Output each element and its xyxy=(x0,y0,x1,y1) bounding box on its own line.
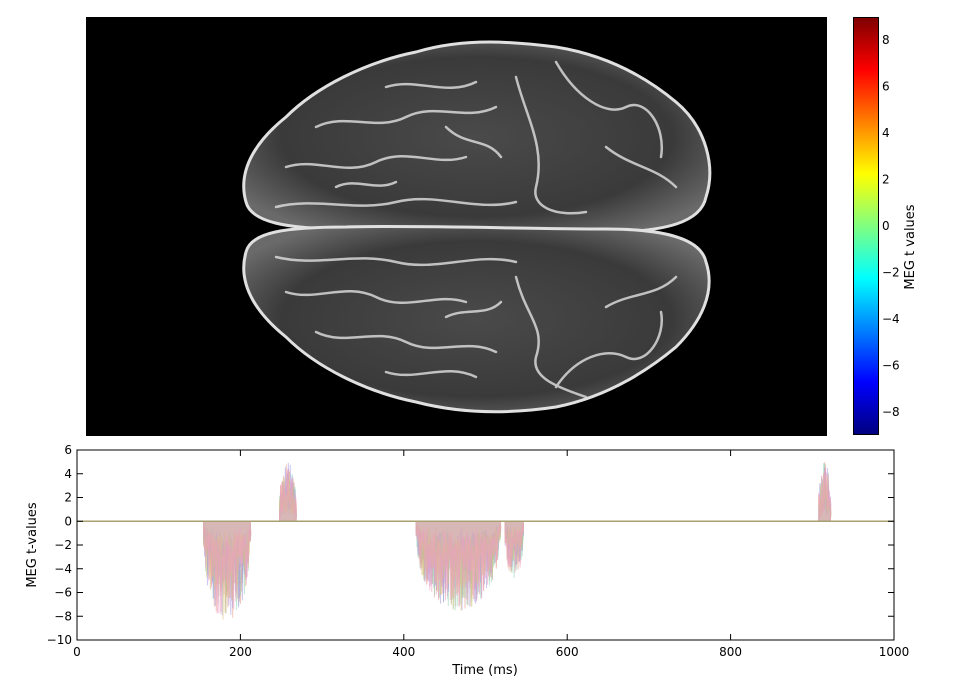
colorbar-label: MEG t values xyxy=(903,204,918,289)
y-axis-ticks: 6 4 2 0 −2 −4 −6 −8 −10 xyxy=(47,443,894,647)
colorbar-axis: 8 6 4 2 0 −2 −4 −6 −8 MEG t values xyxy=(882,33,918,419)
colorbar-tick-label: −4 xyxy=(882,312,900,326)
colorbar-tick-label: 6 xyxy=(882,80,890,94)
colorbar-ticks: 8 6 4 2 0 −2 −4 −6 −8 xyxy=(882,33,900,419)
y-tick-label: 0 xyxy=(64,514,72,528)
brain-surface-image xyxy=(242,40,712,414)
colorbar-tick-label: 0 xyxy=(882,219,890,233)
series-burst xyxy=(818,467,832,522)
series-burst xyxy=(504,521,525,573)
colorbar-tick-label: −8 xyxy=(882,405,900,419)
colorbar-tick-label: −2 xyxy=(882,265,900,279)
x-tick-label: 400 xyxy=(392,645,415,659)
colorbar-tick-label: −6 xyxy=(882,358,900,372)
x-tick-label: 0 xyxy=(73,645,81,659)
y-tick-label: −8 xyxy=(54,609,72,623)
brain-surface-panel xyxy=(86,17,827,436)
colorbar-tick-label: 4 xyxy=(882,126,890,140)
y-axis-label: MEG t-values xyxy=(25,502,40,588)
x-tick-label: 600 xyxy=(556,645,579,659)
series-burst xyxy=(415,521,502,607)
x-tick-label: 800 xyxy=(719,645,742,659)
brain-left-hemisphere xyxy=(242,40,712,234)
y-tick-label: −10 xyxy=(47,633,72,647)
x-tick-label: 200 xyxy=(229,645,252,659)
brain-right-hemisphere xyxy=(242,224,711,414)
y-tick-label: −4 xyxy=(54,562,72,576)
x-axis-ticks: 0 200 400 600 800 1000 xyxy=(73,450,909,659)
y-tick-label: 6 xyxy=(64,443,72,457)
x-axis-label: Time (ms) xyxy=(451,663,518,678)
series-burst xyxy=(279,469,297,522)
y-tick-label: −2 xyxy=(54,538,72,552)
colorbar xyxy=(853,17,879,435)
series-burst xyxy=(203,521,252,614)
y-tick-label: 4 xyxy=(64,467,72,481)
colorbar-tick-label: 2 xyxy=(882,173,890,187)
time-series-chart: 0 200 400 600 800 1000 6 4 2 0 −2 −4 −6 −8 −10 Time (… xyxy=(25,443,909,678)
y-tick-label: 2 xyxy=(64,491,72,505)
colorbar-tick-label: 8 xyxy=(882,33,890,47)
chart-series-group xyxy=(203,462,832,620)
x-tick-label: 1000 xyxy=(879,645,910,659)
y-tick-label: −6 xyxy=(54,586,72,600)
